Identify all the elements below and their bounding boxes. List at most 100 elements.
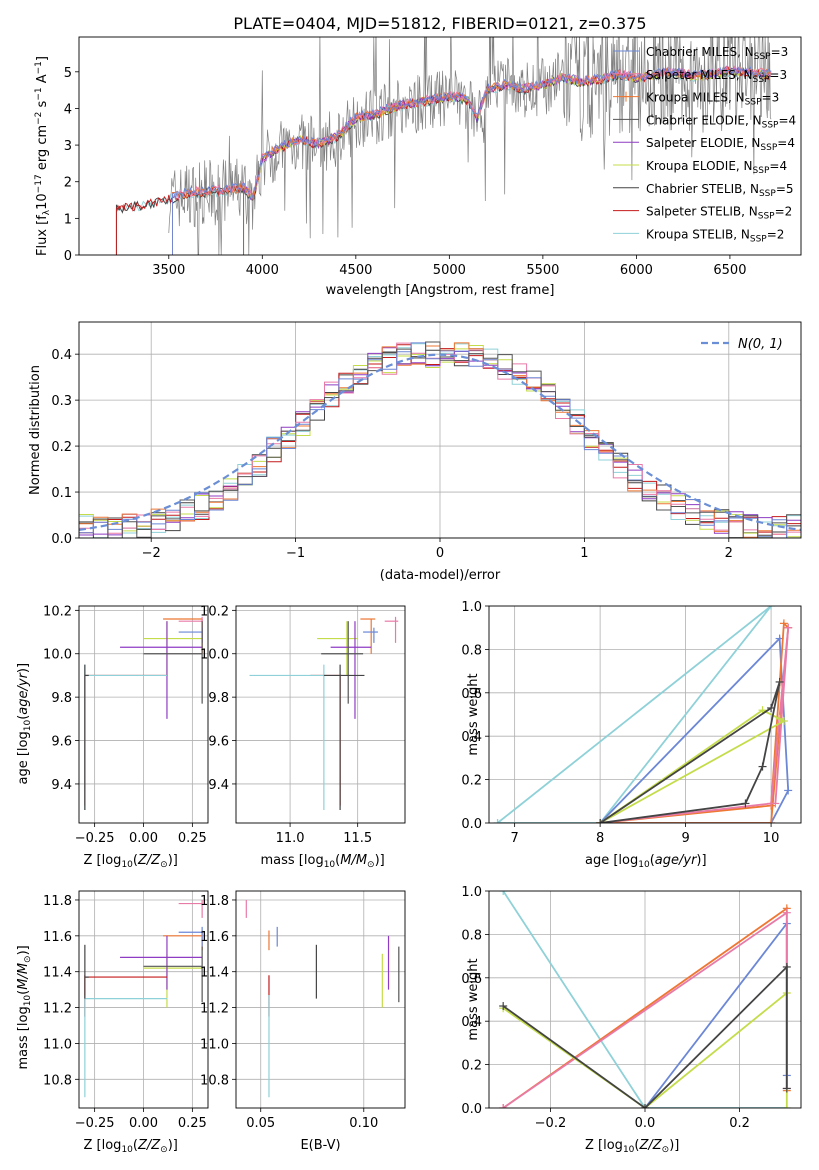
y-tick-label: 0.0: [51, 532, 72, 547]
figure-title: PLATE=0404, MJD=51812, FIBERID=0121, z=0…: [233, 14, 646, 33]
x-tick-label: 7: [511, 831, 519, 846]
x-tick-label: 6000: [620, 263, 653, 278]
y-axis-label: Flux [fλ10−17 erg cm−2 s−1 A−1]: [34, 56, 52, 256]
x-tick-label: 0.25: [178, 1116, 207, 1131]
x-tick-label: −2: [142, 546, 161, 561]
y-tick-label: 9.4: [208, 778, 229, 793]
x-tick-label: 0.00: [129, 1116, 158, 1131]
axes-frame: [78, 321, 802, 539]
y-axis-label: mass weight: [466, 673, 481, 755]
y-tick-label: 0.6: [461, 687, 482, 702]
y-tick-label: 11.6: [200, 930, 229, 945]
plot-area: [79, 606, 208, 823]
plot-area: [489, 606, 801, 823]
y-tick-label: 0.8: [461, 643, 482, 658]
y-tick-label: 11.6: [43, 930, 72, 945]
axes-frame: [78, 605, 209, 824]
x-tick-label: 5000: [433, 263, 466, 278]
y-tick-label: 0.4: [51, 348, 72, 363]
x-tick-label: 0.0: [635, 1116, 656, 1131]
histogram-salpeter_elodie: [79, 347, 801, 538]
y-axis-label: Normed distribution: [28, 365, 43, 495]
plot-area: [236, 606, 405, 823]
legend-label: Chabrier STELIB, NSSP=5: [646, 182, 794, 199]
y-tick-label: 0.2: [461, 774, 482, 789]
x-tick-label: 1: [580, 546, 588, 561]
x-axis-label: mass [log10(M/M⊙)]: [261, 853, 385, 870]
legend-label: Salpeter STELIB, NSSP=2: [646, 205, 792, 222]
legend-label: Kroupa ELODIE, NSSP=4: [646, 159, 787, 176]
panel-mass_vs_Z: −0.25 0.00 0.25 10.8 11.0 11.2 11.4 11.6 11.8 Z […: [16, 890, 209, 1155]
x-tick-label: 0.05: [246, 1116, 275, 1131]
y-tick-label: 9.8: [51, 691, 72, 706]
y-tick-label: 9.4: [51, 778, 72, 793]
y-tick-label: 0.6: [461, 972, 482, 987]
y-tick-label: 11.2: [200, 1002, 229, 1017]
plot-area: [489, 891, 801, 1108]
y-tick-label: 9.6: [51, 735, 72, 750]
y-tick-label: 10.2: [200, 604, 229, 619]
weight-line-kroupa_stelib: [496, 606, 772, 823]
x-tick-label: −0.25: [75, 1116, 115, 1131]
x-tick-label: 9: [681, 831, 689, 846]
x-axis-label: Z [log10(Z/Z⊙)]: [84, 853, 178, 870]
y-tick-label: 11.2: [43, 1002, 72, 1017]
y-tick-label: 0.2: [461, 1059, 482, 1074]
normal-curve: [79, 353, 801, 531]
y-tick-label: 0.4: [461, 1015, 482, 1030]
y-tick-label: 0.0: [461, 1102, 482, 1117]
x-tick-label: −0.25: [75, 831, 115, 846]
axes-frame: [488, 890, 802, 1109]
y-axis-label: age [log10(age/yr)]: [16, 663, 33, 785]
x-tick-label: 0.00: [129, 831, 158, 846]
axes-frame: [78, 890, 209, 1109]
x-tick-label: 11.0: [276, 831, 305, 846]
x-axis-label: E(B-V): [300, 1138, 340, 1153]
axes-frame: [78, 36, 802, 256]
legend-label: N(0, 1): [738, 337, 783, 352]
panel-spectrum: 3500 4000 4500 5000 5500 6000 6500 0 1 2 3 4 5 wavele…: [34, 36, 802, 298]
legend-label: Chabrier MILES, NSSP=3: [646, 45, 788, 62]
x-tick-label: 2: [725, 546, 733, 561]
y-tick-label: 0.3: [51, 394, 72, 409]
y-tick-label: 11.8: [200, 894, 229, 909]
y-tick-label: 1.0: [461, 600, 482, 615]
panel-age_vs_mass: 11.0 11.5 9.4 9.6 9.8 10.0 10.2 mass [log10(M/M…: [200, 604, 406, 870]
legend-label: Salpeter ELODIE, NSSP=4: [646, 136, 795, 153]
y-tick-label: 0.2: [51, 440, 72, 455]
legend-label: Salpeter MILES, NSSP=3: [646, 68, 787, 85]
y-tick-label: 2: [64, 176, 72, 191]
x-tick-label: 0: [436, 546, 444, 561]
y-axis-label: mass [log10(M/M⊙)]: [16, 945, 33, 1069]
axes-frame: [235, 890, 406, 1109]
y-tick-label: 10.8: [200, 1073, 229, 1088]
weight-line-kroupa_miles: [600, 621, 790, 823]
y-tick-label: 4: [64, 102, 72, 117]
y-tick-label: 11.0: [200, 1037, 229, 1052]
x-axis-label: Z [log10(Z/Z⊙)]: [585, 1138, 679, 1155]
y-tick-label: 10.2: [43, 604, 72, 619]
weight-line-chabrier_miles: [644, 920, 788, 1108]
y-tick-label: 0: [64, 249, 72, 264]
observed-spectrum: [168, 37, 772, 255]
x-tick-label: 8: [596, 831, 604, 846]
x-tick-label: 10: [763, 831, 780, 846]
x-tick-label: 5500: [526, 263, 559, 278]
x-tick-label: 6500: [713, 263, 746, 278]
y-tick-label: 11.4: [43, 966, 72, 981]
y-tick-label: 11.4: [200, 966, 229, 981]
x-tick-label: 4000: [246, 263, 279, 278]
y-tick-label: 1.0: [461, 885, 482, 900]
x-axis-label: Z [log10(Z/Z⊙)]: [84, 1138, 178, 1155]
x-tick-label: 3500: [152, 263, 185, 278]
axes-frame: [235, 605, 406, 824]
histogram-chabrier_elodie: [79, 341, 801, 538]
y-tick-label: 9.6: [208, 735, 229, 750]
y-tick-label: 0.0: [461, 817, 482, 832]
x-axis-label: (data-model)/error: [380, 568, 501, 583]
y-tick-label: 0.8: [461, 928, 482, 943]
weight-line-kroupa_stelib: [502, 891, 787, 1108]
plot-area: [115, 37, 772, 255]
y-tick-label: 9.8: [208, 691, 229, 706]
